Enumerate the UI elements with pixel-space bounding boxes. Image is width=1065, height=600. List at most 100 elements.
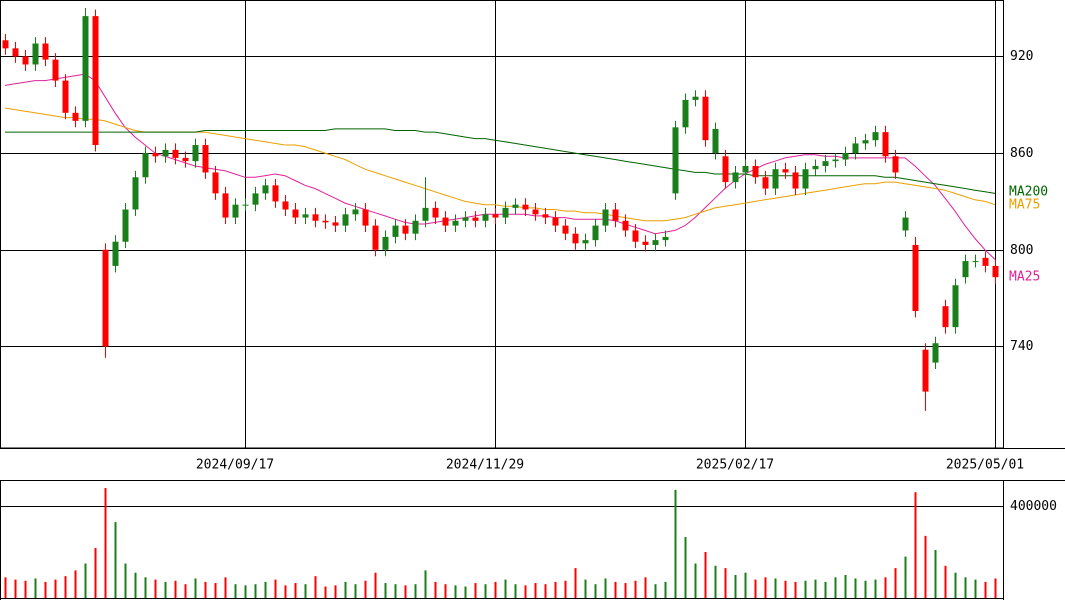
volume-bar (174, 580, 177, 598)
volume-bar (804, 580, 807, 598)
volume-bar (394, 584, 397, 598)
legend-label: MA25 (1009, 270, 1040, 285)
candle-body (442, 217, 449, 226)
volume-bar (734, 574, 737, 598)
volume-bar (664, 581, 667, 598)
volume-bar (584, 579, 587, 598)
candle-body (782, 169, 789, 173)
candle-body (42, 43, 49, 60)
candle-body (622, 220, 629, 231)
candle-body (222, 193, 229, 218)
candle-body (382, 236, 389, 250)
volume-bar (124, 563, 127, 598)
volume-bar (984, 581, 987, 598)
candle-body (472, 217, 479, 221)
volume-bar (944, 565, 947, 598)
candle-body (832, 159, 839, 162)
volume-bar (254, 584, 257, 598)
candle-body (272, 185, 279, 202)
candle-body (892, 156, 899, 173)
volume-bar (754, 579, 757, 598)
volume-bar (374, 572, 377, 598)
candle-body (522, 204, 529, 210)
candle-body (922, 349, 929, 392)
candle-body (822, 161, 829, 166)
candle-body (972, 261, 979, 263)
volume-bar (64, 576, 67, 598)
volume-bar (624, 583, 627, 598)
candle-body (722, 156, 729, 183)
volume-bar (924, 535, 927, 598)
candle-body (982, 257, 989, 266)
volume-bar (884, 577, 887, 598)
volume-bar (24, 580, 27, 598)
volume-bar (954, 572, 957, 598)
candle-body (302, 214, 309, 218)
volume-bar (434, 581, 437, 598)
candle-body (992, 265, 999, 278)
volume-bar (104, 488, 107, 598)
volume-bar (44, 581, 47, 598)
volume-bar (354, 584, 357, 598)
candle-body (852, 143, 859, 154)
volume-bar (994, 578, 997, 598)
volume-bar (84, 563, 87, 598)
candle-body (252, 193, 259, 205)
candle-body (792, 172, 799, 189)
candle-body (682, 99, 689, 128)
x-tick-label: 2024/11/29 (446, 458, 524, 473)
candle-body (432, 207, 439, 218)
candle-body (612, 209, 619, 221)
candle-body (22, 56, 29, 65)
volume-bar (824, 581, 827, 598)
candle-body (672, 127, 679, 194)
volume-bar (964, 577, 967, 598)
volume-bar (564, 580, 567, 598)
volume-bar (274, 579, 277, 598)
candle-body (662, 236, 669, 241)
volume-bar (184, 584, 187, 598)
volume-bar (314, 576, 317, 598)
candle-body (202, 145, 209, 173)
candle-body (12, 48, 19, 57)
volume-bar (474, 583, 477, 598)
candle-body (572, 233, 579, 244)
y-tick-label: 800 (1010, 243, 1033, 258)
candle-body (132, 177, 139, 210)
candle-body (312, 214, 319, 221)
volume-bar (814, 579, 817, 598)
candle-body (112, 241, 119, 266)
candle-body (942, 306, 949, 328)
candle-body (712, 128, 719, 154)
volume-bar (484, 584, 487, 598)
candle-body (182, 157, 189, 162)
volume-bar (234, 584, 237, 598)
volume-bar (144, 577, 147, 598)
candle-body (762, 177, 769, 189)
candle-body (452, 220, 459, 226)
volume-bar (264, 581, 267, 598)
candle-body (262, 185, 269, 194)
legend-label: MA200 (1009, 185, 1048, 200)
volume-bar (694, 563, 697, 598)
volume-bar (914, 492, 917, 598)
legend-label: MA75 (1009, 198, 1040, 213)
candle-body (582, 240, 589, 244)
volume-bar (344, 581, 347, 598)
candle-body (702, 96, 709, 141)
volume-bar (304, 584, 307, 598)
candle-body (562, 225, 569, 234)
volume-bar (874, 579, 877, 598)
y-tick-label: 920 (1010, 49, 1033, 64)
candle-body (412, 220, 419, 234)
candle-body (342, 214, 349, 226)
candle-body (162, 149, 169, 157)
candle-body (552, 217, 559, 226)
volume-bar (74, 570, 77, 598)
volume-bar (794, 581, 797, 598)
volume-bar (444, 584, 447, 598)
volume-bar (34, 578, 37, 598)
candle-body (82, 16, 89, 121)
volume-bar (334, 585, 337, 598)
